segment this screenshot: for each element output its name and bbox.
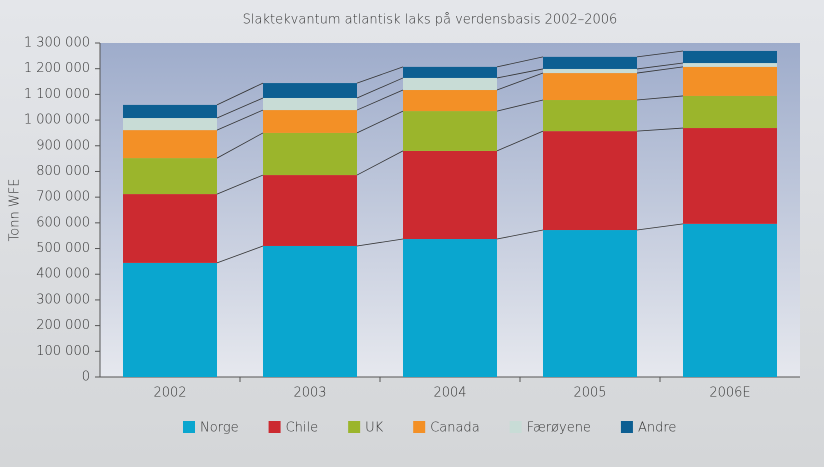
- bar-segment: [263, 245, 357, 377]
- connector: [496, 68, 544, 79]
- bar-segment: [683, 95, 777, 129]
- bar-segment: [263, 132, 357, 176]
- bar-segment: [123, 158, 217, 195]
- legend-swatch: [509, 421, 522, 433]
- y-tick-label: 700 000: [36, 190, 90, 205]
- connector: [496, 56, 544, 68]
- bar-segment: [683, 63, 777, 67]
- legend-swatch: [348, 421, 361, 433]
- connector: [216, 109, 264, 131]
- connector: [216, 174, 264, 195]
- bar-segment: [403, 66, 497, 78]
- y-tick-label: 200 000: [36, 318, 90, 333]
- connector: [636, 223, 684, 231]
- bar-segment: [683, 66, 777, 96]
- bar-segment: [263, 175, 357, 246]
- bar-segment: [543, 68, 637, 74]
- bar-segment: [403, 150, 497, 240]
- y-tick-label: 500 000: [36, 241, 90, 256]
- connector: [356, 238, 404, 247]
- connector: [496, 130, 544, 152]
- legend-label: Chile: [286, 421, 319, 436]
- y-tick-label: 1 200 000: [24, 61, 90, 76]
- bar-segment: [403, 90, 497, 112]
- bar-segment: [403, 77, 497, 91]
- connector: [496, 99, 544, 112]
- bar-segment: [403, 111, 497, 151]
- y-tick-label: 100 000: [36, 344, 90, 359]
- bar-segment: [543, 73, 637, 101]
- bar-segment: [123, 194, 217, 263]
- chart-title: Slaktekvantum atlantisk laks på verdensb…: [243, 13, 618, 28]
- x-tick-label: 2005: [573, 386, 606, 401]
- bar-segment: [543, 56, 637, 69]
- bar-segment: [683, 50, 777, 64]
- legend-label: Færøyene: [527, 421, 591, 436]
- y-tick-label: 1 000 000: [24, 113, 90, 128]
- bar-segment: [123, 130, 217, 159]
- legend-label: UK: [365, 421, 384, 436]
- y-tick-label: 400 000: [36, 267, 90, 282]
- x-tick-label: 2004: [433, 386, 466, 401]
- connector: [356, 66, 404, 84]
- bar-segment: [263, 97, 357, 111]
- y-axis-label: Tonn WFE: [8, 179, 23, 242]
- x-tick-label: 2002: [153, 386, 186, 401]
- legend-swatch: [183, 421, 195, 433]
- connector: [216, 82, 264, 106]
- connector: [496, 72, 544, 91]
- legend-swatch: [413, 421, 426, 433]
- legend-label: Andre: [638, 421, 676, 436]
- connector: [216, 132, 264, 159]
- x-tick-label: 2003: [293, 386, 326, 401]
- bar-segment: [263, 110, 357, 133]
- connector: [636, 127, 684, 132]
- bar-segment: [123, 104, 217, 119]
- bar-segment: [123, 262, 217, 377]
- y-tick-label: 300 000: [36, 292, 90, 307]
- connector: [636, 50, 684, 58]
- connector: [356, 150, 404, 176]
- connector: [636, 95, 684, 101]
- bar-segment: [403, 239, 497, 377]
- connector: [636, 62, 684, 70]
- bar-segment: [543, 131, 637, 231]
- y-tick-label: 600 000: [36, 215, 90, 230]
- bar-segment: [543, 230, 637, 377]
- connector: [356, 77, 404, 99]
- legend-swatch: [268, 421, 281, 433]
- x-tick-label: 2006E: [709, 386, 750, 401]
- legend-swatch: [620, 421, 633, 433]
- connector: [216, 97, 264, 119]
- bar-segment: [683, 223, 777, 377]
- y-tick-label: 900 000: [36, 138, 90, 153]
- connector: [496, 229, 544, 240]
- connector: [636, 66, 684, 74]
- connector: [356, 110, 404, 134]
- y-tick-label: 800 000: [36, 164, 90, 179]
- connector: [356, 89, 404, 111]
- legend-label: Canada: [430, 421, 479, 436]
- bar-segment: [683, 128, 777, 224]
- legend-label: Norge: [200, 421, 239, 436]
- y-tick-label: 0: [82, 370, 90, 385]
- bar-segment: [263, 83, 357, 98]
- bar-segment: [123, 118, 217, 131]
- y-tick-label: 1 300 000: [24, 36, 90, 51]
- y-tick-label: 1 100 000: [24, 87, 90, 102]
- bar-segment: [543, 100, 637, 132]
- connector: [216, 245, 264, 264]
